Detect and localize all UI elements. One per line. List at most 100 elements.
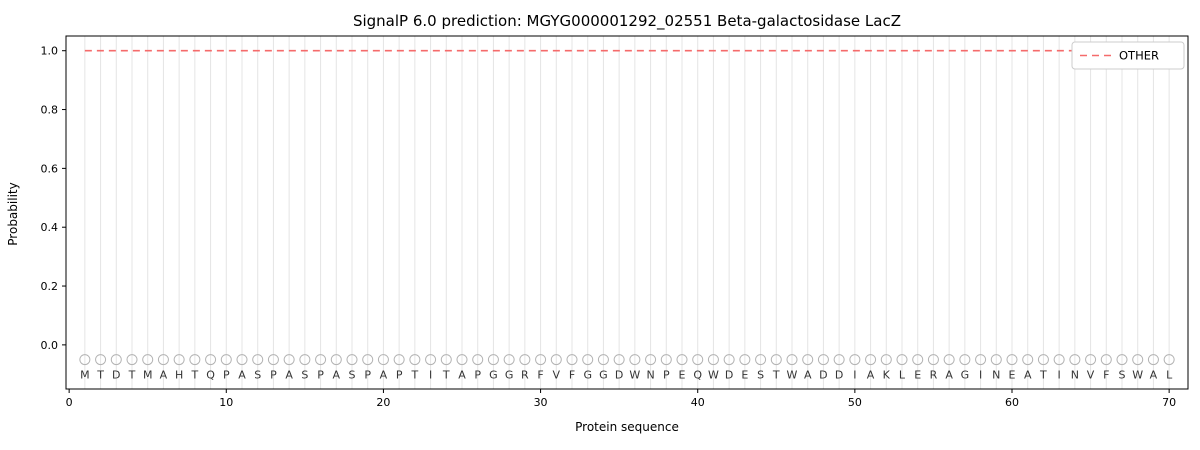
residue-letter: E [741, 369, 748, 382]
residue-letter: T [190, 369, 198, 382]
residue-marker [362, 354, 374, 366]
residue-marker [1116, 354, 1128, 366]
residue-marker [205, 354, 217, 366]
residue-marker [660, 354, 672, 366]
y-tick-label: 1.0 [41, 45, 59, 58]
residue-marker [1006, 354, 1018, 366]
residue-letter: M [80, 369, 90, 382]
residue-marker [330, 354, 342, 366]
x-tick-label: 60 [1005, 396, 1019, 409]
residue-letter: S [254, 369, 261, 382]
residue-letter: W [708, 369, 719, 382]
y-tick-label: 0.6 [41, 162, 59, 175]
residue-marker [126, 354, 138, 366]
residue-letter: A [458, 369, 466, 382]
residue-marker [110, 354, 122, 366]
x-tick-label: 70 [1162, 396, 1176, 409]
residue-marker [692, 354, 704, 366]
x-tick-label: 30 [534, 396, 548, 409]
residue-letter: P [663, 369, 670, 382]
residue-marker [582, 354, 594, 366]
residue-letter: I [979, 369, 982, 382]
residue-marker [189, 354, 201, 366]
residue-letter: D [835, 369, 843, 382]
residue-marker [236, 354, 248, 366]
x-tick-label: 10 [219, 396, 233, 409]
residue-marker [912, 354, 924, 366]
residue-letter: A [1150, 369, 1158, 382]
residue-letter: F [569, 369, 575, 382]
residue-letter: T [1039, 369, 1047, 382]
y-tick-label: 0.0 [41, 339, 59, 352]
residue-letter: I [429, 369, 432, 382]
legend: OTHER [1071, 41, 1185, 70]
residue-letter: L [899, 369, 906, 382]
residue-marker [723, 354, 735, 366]
residue-marker [503, 354, 515, 366]
residue-letter: P [364, 369, 371, 382]
legend-box [1071, 41, 1185, 70]
residue-letter: W [1132, 369, 1143, 382]
residue-marker [142, 354, 154, 366]
residue-letter: D [615, 369, 623, 382]
residue-letter: D [725, 369, 733, 382]
residue-marker [786, 354, 798, 366]
residue-letter: A [867, 369, 875, 382]
residue-letter: D [819, 369, 827, 382]
residue-marker [880, 354, 892, 366]
residue-markers [79, 354, 1175, 366]
residue-letter: M [143, 369, 153, 382]
residue-letter: S [1119, 369, 1126, 382]
residue-marker [613, 354, 625, 366]
y-tick-label: 0.4 [41, 221, 59, 234]
residue-marker [472, 354, 484, 366]
residue-letter: A [333, 369, 341, 382]
residue-marker [393, 354, 405, 366]
x-tick-label: 40 [691, 396, 705, 409]
residue-marker [975, 354, 987, 366]
residue-marker [1053, 354, 1065, 366]
residue-letter: Q [206, 369, 215, 382]
residue-letter: G [505, 369, 514, 382]
x-tick-label: 50 [848, 396, 862, 409]
residue-letter: N [992, 369, 1000, 382]
residue-letter: F [1103, 369, 1109, 382]
residue-letter: I [853, 369, 856, 382]
residue-marker [440, 354, 452, 366]
residue-letter: N [646, 369, 654, 382]
y-axis: 0.0 0.2 0.4 0.6 0.8 1.0 [41, 45, 66, 352]
residue-letter: T [96, 369, 104, 382]
x-tick-label: 20 [376, 396, 390, 409]
residue-marker [896, 354, 908, 366]
residue-marker [283, 354, 295, 366]
residue-letter: A [160, 369, 168, 382]
residue-marker [267, 354, 279, 366]
residue-marker [566, 354, 578, 366]
residue-letter: W [629, 369, 640, 382]
residue-letter: V [553, 369, 561, 382]
residue-letter: G [599, 369, 608, 382]
residue-letter: T [128, 369, 136, 382]
residue-letter: T [410, 369, 418, 382]
residue-letter: A [1024, 369, 1032, 382]
residue-marker [409, 354, 421, 366]
residue-marker [95, 354, 107, 366]
chart-title: SignalP 6.0 prediction: MGYG000001292_02… [352, 12, 902, 30]
residue-letter: A [238, 369, 246, 382]
residue-marker [1100, 354, 1112, 366]
x-axis-label: Protein sequence [575, 420, 679, 434]
residue-marker [1163, 354, 1175, 366]
residue-letter: T [772, 369, 780, 382]
residue-marker [1147, 354, 1159, 366]
residue-letter: W [787, 369, 798, 382]
residue-marker [1069, 354, 1081, 366]
residue-marker [959, 354, 971, 366]
residue-marker [817, 354, 829, 366]
residue-marker [927, 354, 939, 366]
residue-letter: G [961, 369, 970, 382]
legend-label: OTHER [1119, 49, 1159, 63]
plot-border [65, 35, 1189, 390]
residue-marker [535, 354, 547, 366]
